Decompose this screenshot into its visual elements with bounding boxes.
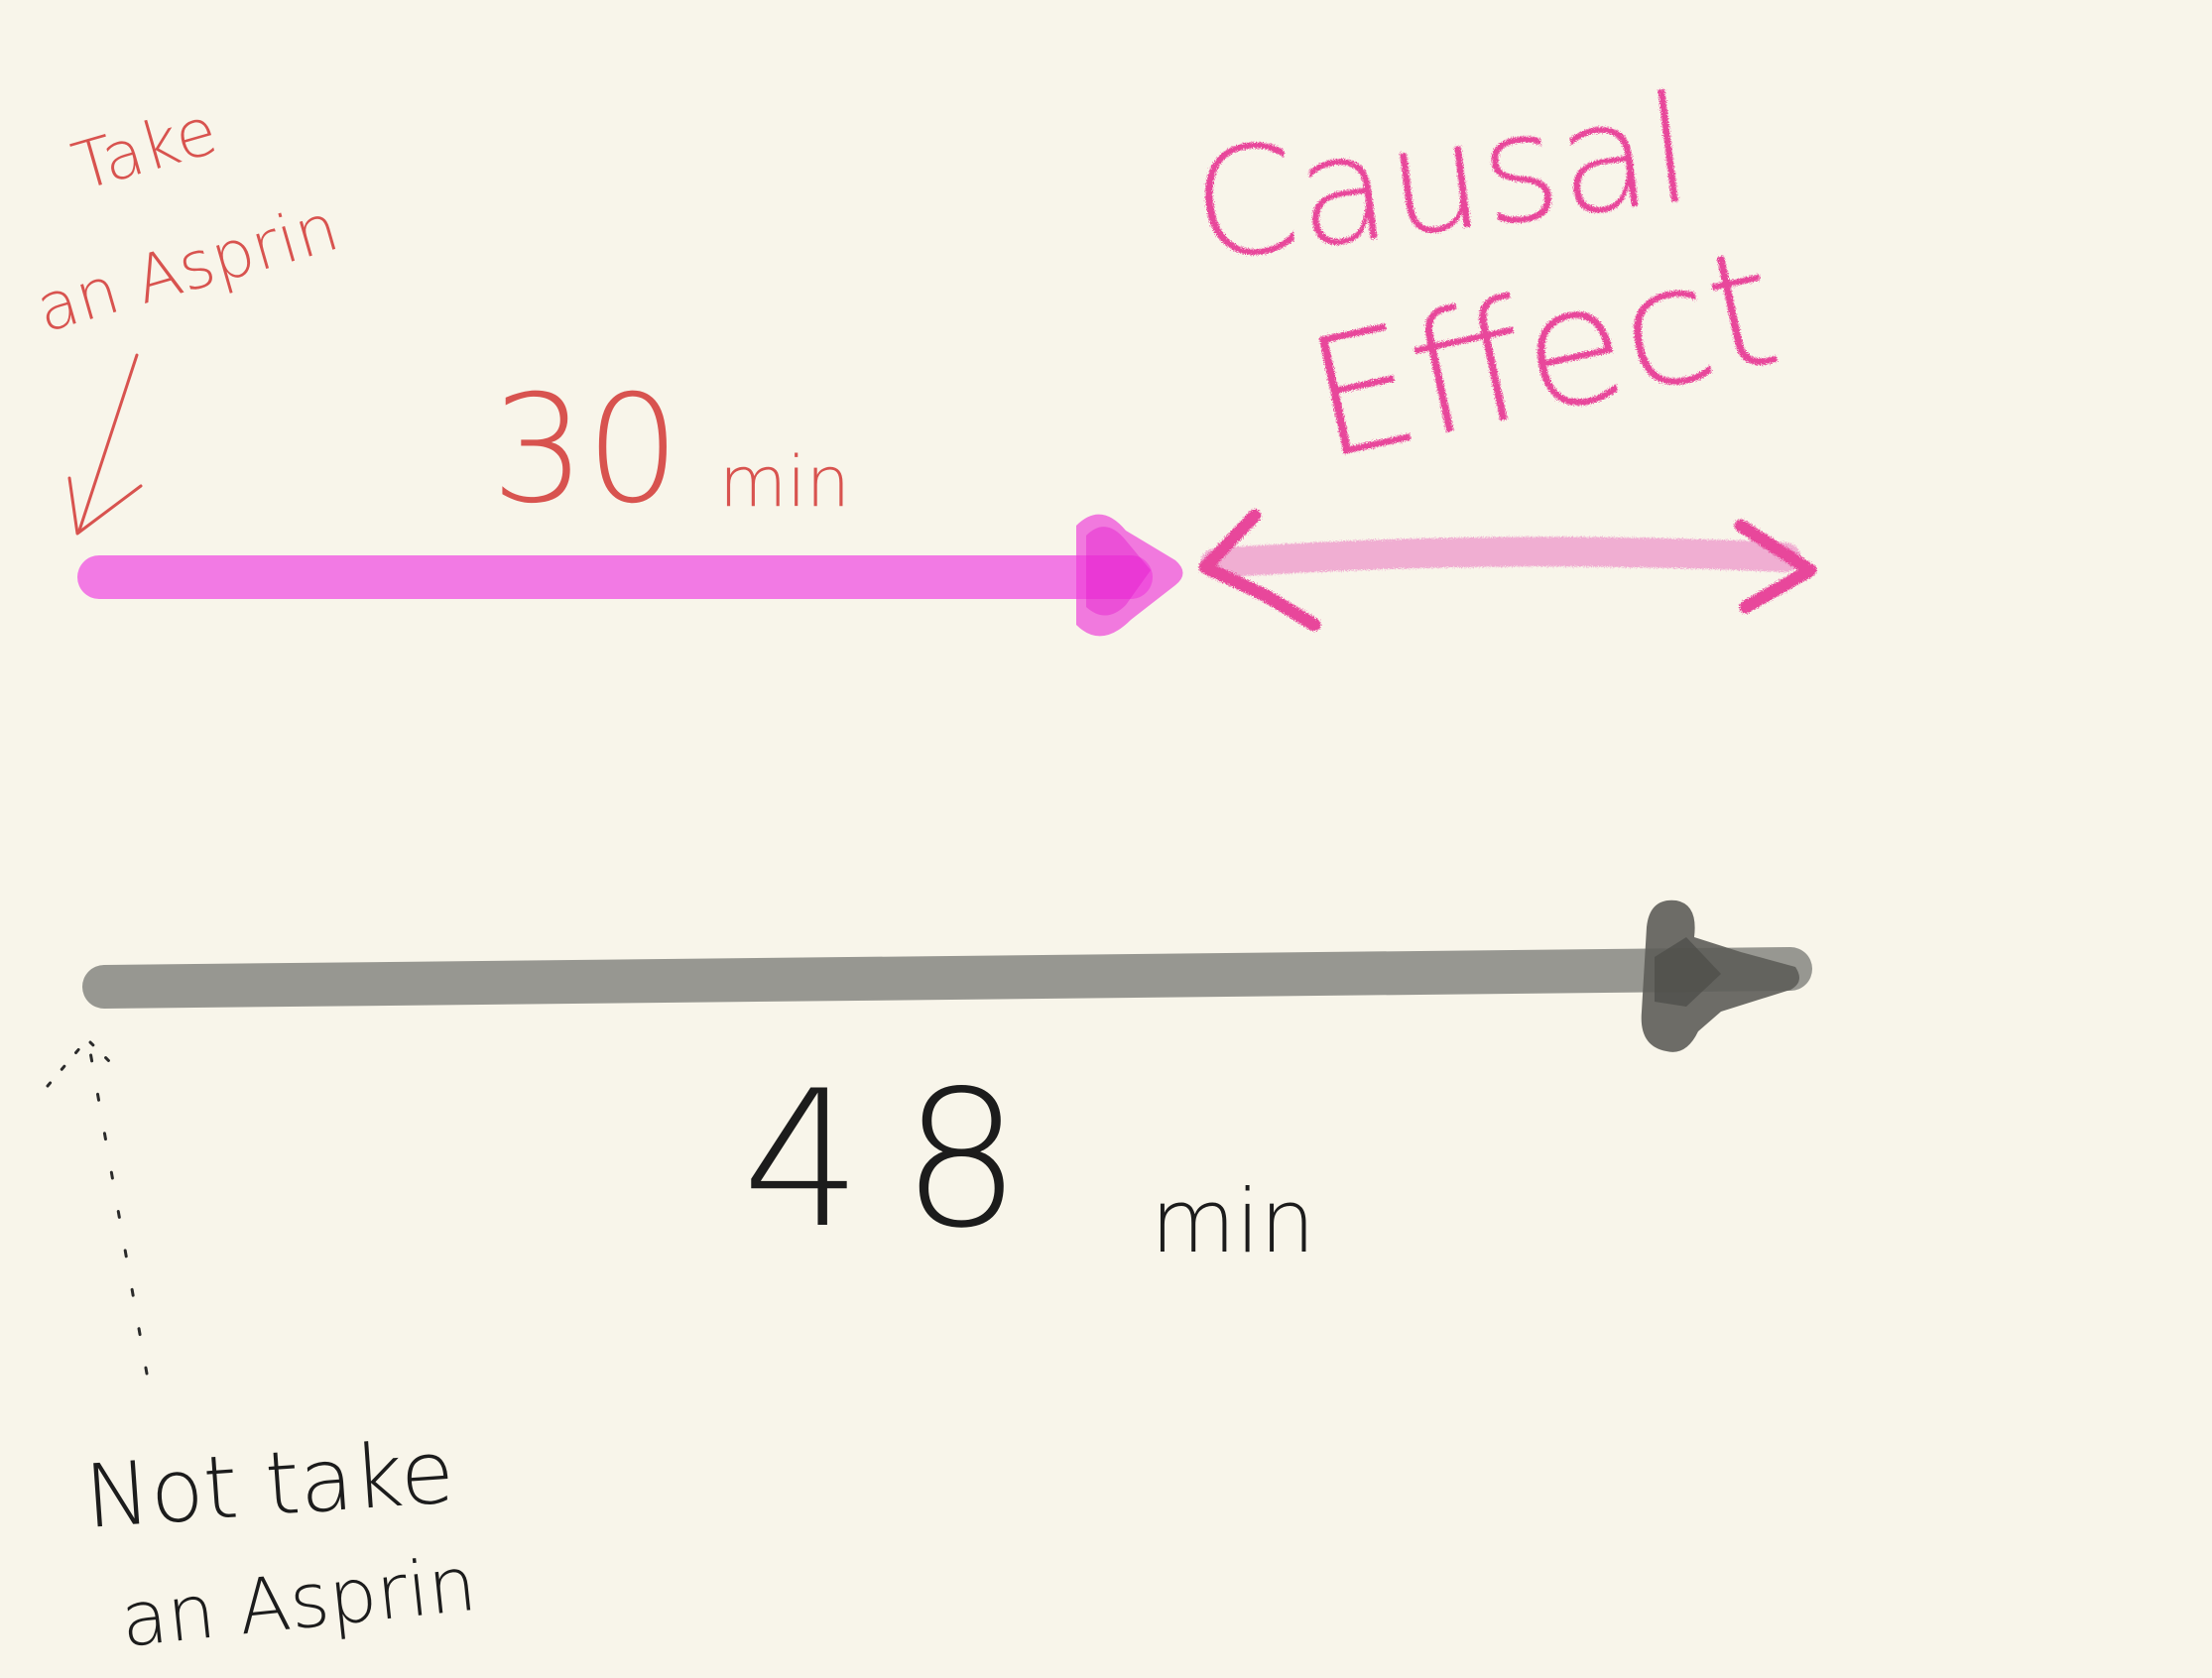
not-take-label-line1: Not take [81,1420,457,1548]
treated-duration-value: 30 [491,364,680,537]
not-take-label-line2: an Asprin [117,1539,481,1664]
not-take-pointer-arrow [46,1036,149,1376]
take-label-line2: an Asprin [28,188,346,347]
causal-effect-label: Causal Effect [1183,63,1792,496]
causal-effect-double-arrow [1198,509,1817,632]
control-arrow-head [1641,899,1799,1052]
causal-effect-right-head [1734,519,1817,614]
take-label-line1: Take [64,92,225,205]
control-duration-value: 48 [742,1050,1061,1269]
treated-duration-unit: min [719,441,850,523]
treated-arrow [77,514,1183,637]
causal-effect-span [1200,537,1800,578]
causal-effect-left-head [1198,509,1321,632]
control-duration-unit: min [1151,1170,1315,1272]
take-pointer-arrow [67,353,143,536]
control-arrow [82,899,1812,1052]
control-arrow-shaft [82,947,1812,1009]
treated-arrow-head [1076,514,1183,637]
